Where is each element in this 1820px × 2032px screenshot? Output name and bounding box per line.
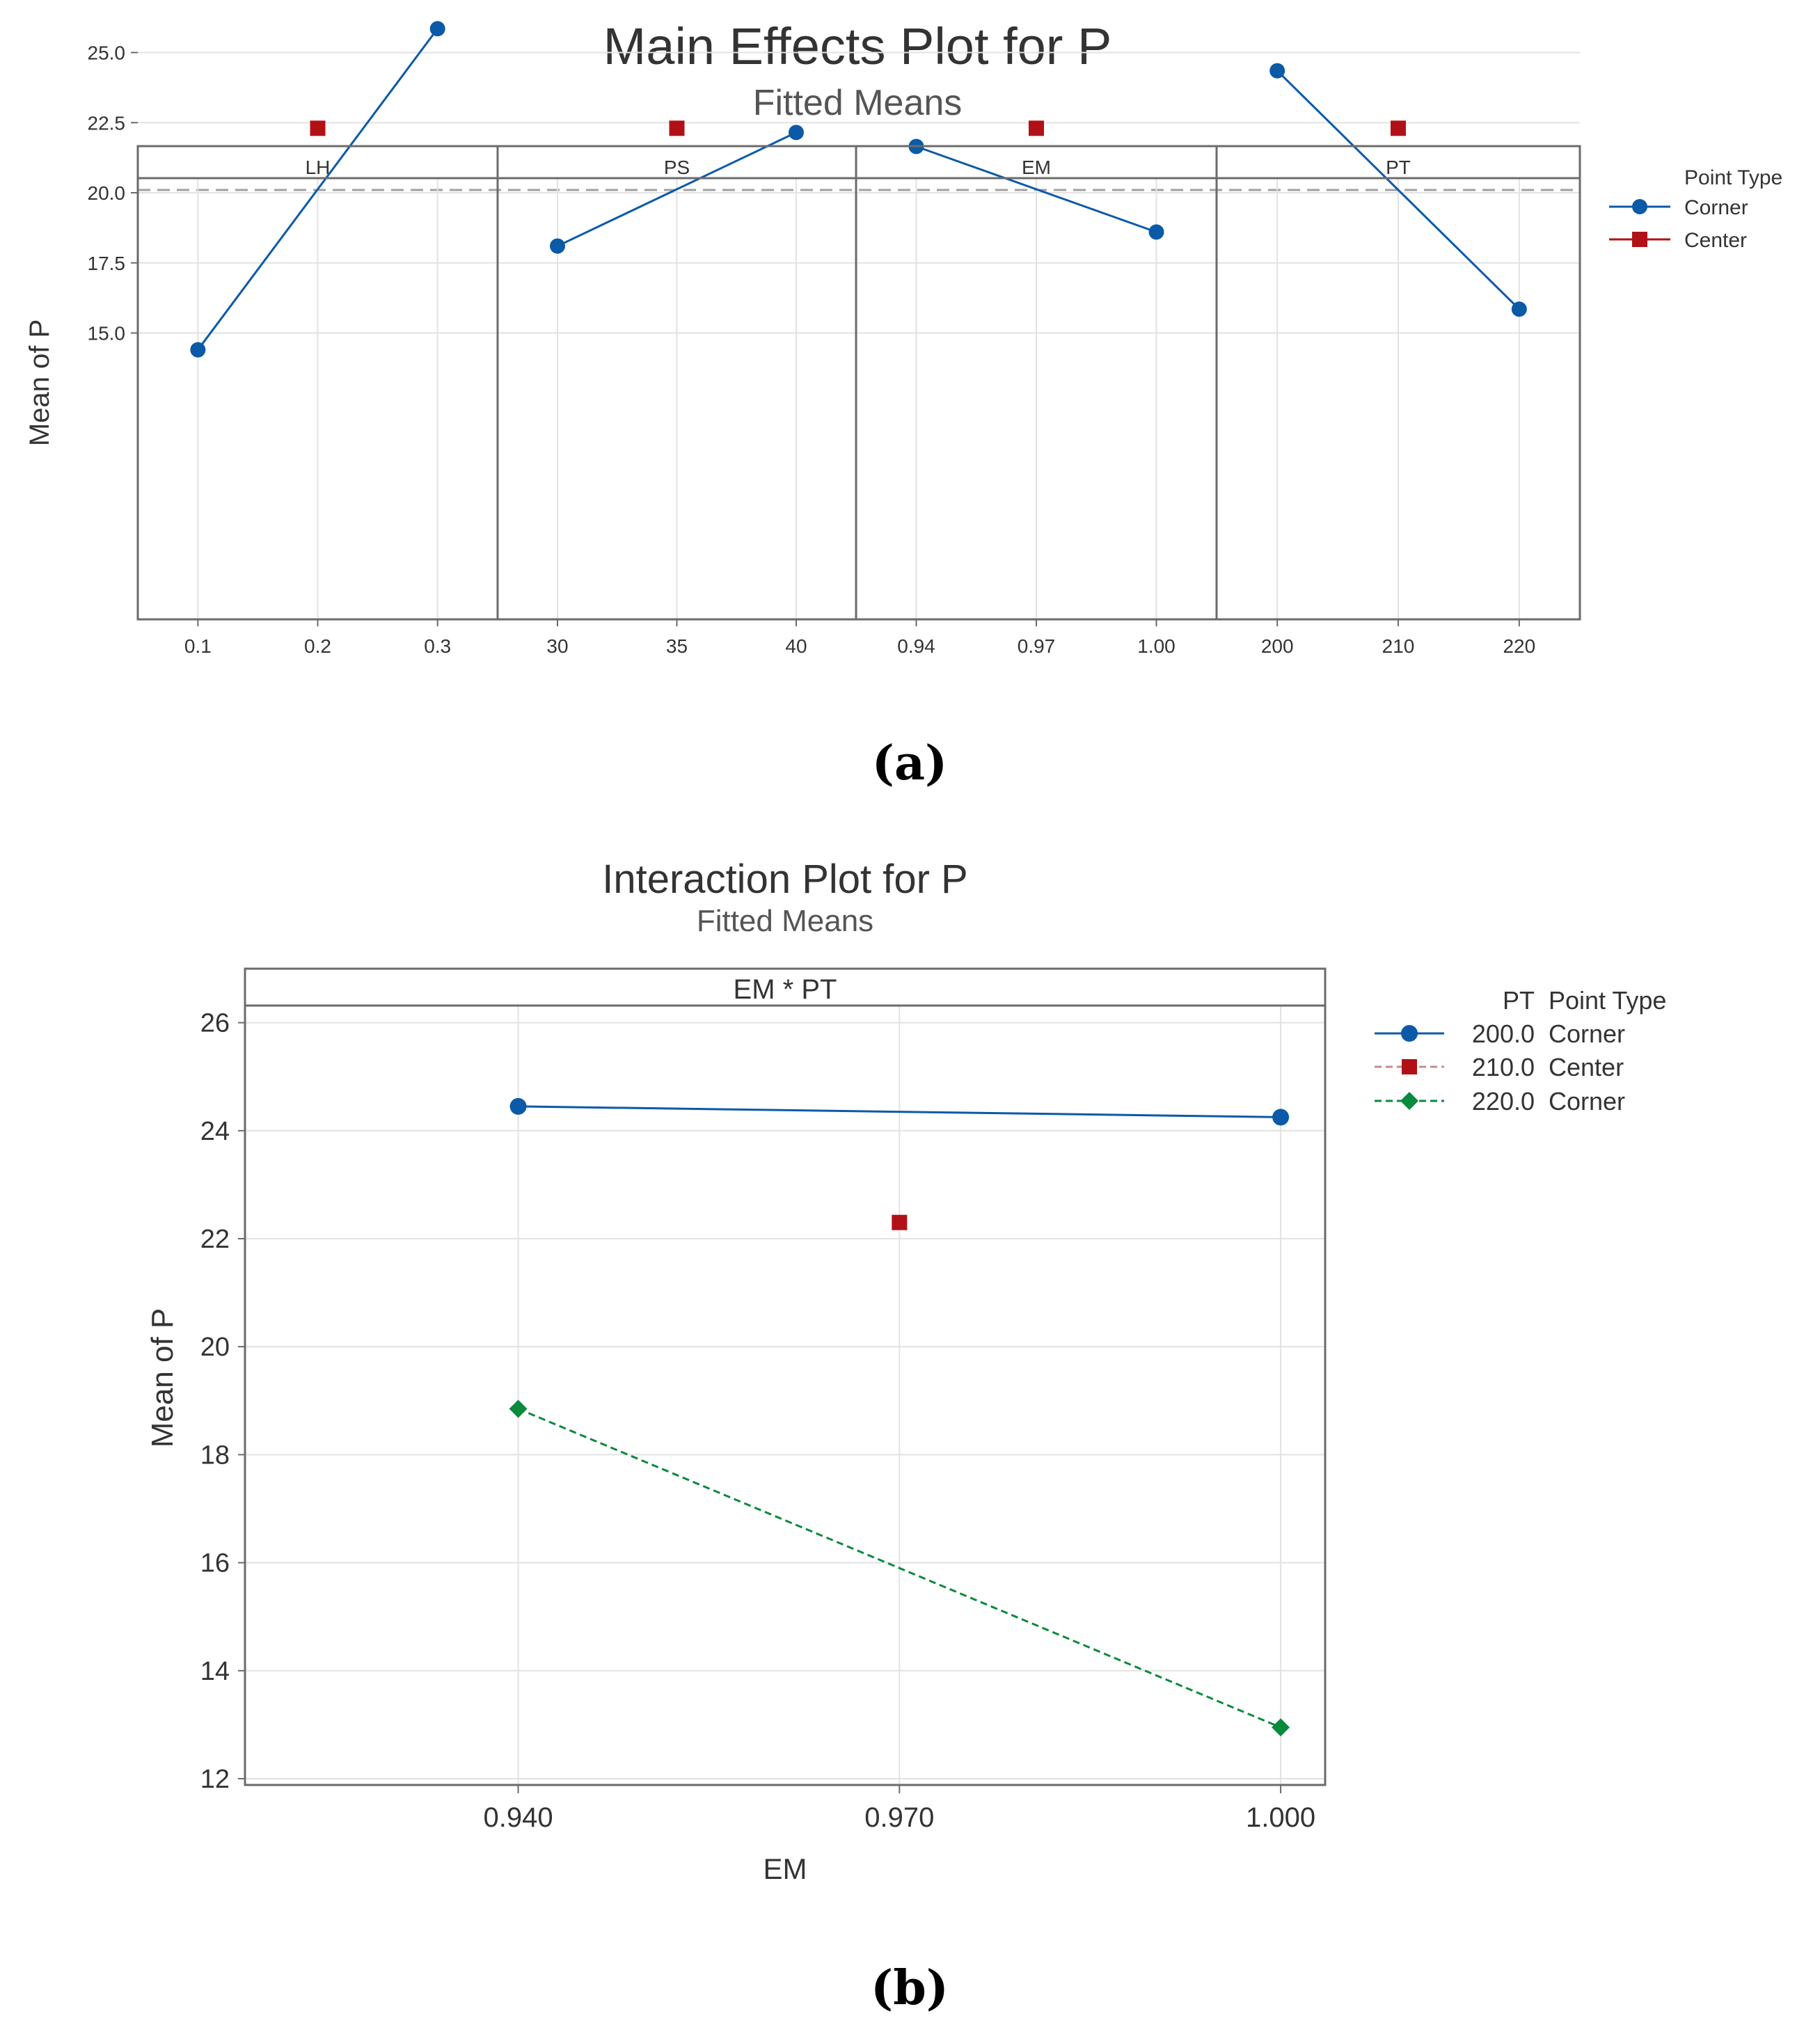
x-tick-label: 35 [666,635,688,657]
label-b: (b) [871,1960,949,2016]
panel-strip-label: EM [1022,157,1051,178]
x-tick-label: 40 [785,635,807,657]
legend-point-type: Center [1549,1053,1624,1081]
series-220-point [1272,1718,1290,1737]
legend-title-pt: PT [1503,986,1535,1015]
y-tick-label: 22.5 [88,112,126,134]
panel-strip-label: LH [306,157,331,178]
panel-strip-label: PT [1386,157,1411,178]
legend-center-marker [1632,232,1647,247]
label-a: (a) [872,736,947,791]
x-tick-label: 210 [1382,635,1415,657]
center-point [1391,120,1406,136]
y-tick-label: 22 [200,1225,230,1254]
legend-marker [1400,1092,1418,1110]
center-point [669,120,685,136]
y-tick-label: 16 [200,1549,230,1578]
corner-line [916,145,1157,233]
plot-frame [244,967,1327,1786]
legend-title: Point Type [1684,166,1782,189]
corner-point [190,342,206,358]
series-200-point [1272,1109,1290,1126]
corner-point [1269,63,1285,79]
x-tick-label: 0.3 [424,635,451,657]
legend-center-label: Center [1684,229,1747,252]
x-tick-label: 220 [1503,635,1535,657]
legend-pt-value: 200.0 [1472,1019,1535,1048]
chart-a-title: Main Effects Plot for P [603,17,1112,75]
chart-b-ylabel: Mean of P [145,1308,180,1448]
panel-strip-label: EM * PT [734,974,837,1005]
chart-b-xlabel: EM [763,1852,807,1885]
legend-pt-value: 210.0 [1472,1053,1535,1081]
y-tick-label: 12 [200,1765,230,1794]
y-tick-label: 14 [200,1657,230,1686]
series-200-point [509,1097,527,1115]
series-220-line [517,1408,1281,1729]
y-tick-label: 15.0 [88,323,126,344]
x-tick-label: 1.00 [1137,635,1176,657]
legend-point-type: Corner [1549,1019,1625,1048]
corner-line [1276,70,1520,310]
main-effects-plot: Main Effects Plot for P Fitted Means 15.0 1… [24,17,1782,657]
x-tick-label: 0.970 [864,1802,934,1833]
y-tick-label: 18 [200,1440,230,1470]
x-tick-label: 30 [546,635,568,657]
x-tick-label: 0.1 [184,635,212,657]
plot-frame [136,145,1581,621]
corner-point [550,238,566,254]
corner-line [197,28,438,351]
chart-b-title: Interaction Plot for P [602,857,967,902]
series-210-point [892,1214,908,1230]
legend-corner-marker [1632,199,1647,214]
corner-point [1148,224,1164,240]
y-tick-label: 26 [200,1009,230,1038]
corner-point [1511,301,1527,317]
series-220-point [509,1399,528,1418]
legend-marker [1401,1025,1418,1042]
y-tick-label: 24 [200,1117,230,1146]
chart-b-subtitle: Fitted Means [697,904,873,938]
corner-point [429,21,445,37]
legend-point-type: Corner [1549,1087,1625,1116]
legend-pt-value: 220.0 [1472,1087,1535,1116]
panel-strip-label: PS [664,157,690,178]
x-tick-label: 0.97 [1018,635,1056,657]
legend-title-type: Point Type [1549,986,1666,1015]
x-tick-label: 0.94 [897,635,935,657]
center-point [310,120,326,136]
x-tick-label: 1.000 [1246,1802,1315,1833]
x-tick-label: 200 [1261,635,1294,657]
chart-a-ylabel: Mean of P [24,319,55,446]
y-tick-label: 20 [200,1333,230,1362]
chart-a-subtitle: Fitted Means [753,83,963,123]
x-tick-label: 0.940 [484,1802,553,1833]
center-point [1029,120,1044,136]
x-tick-label: 0.2 [304,635,331,657]
y-tick-label: 17.5 [88,253,126,274]
legend-marker [1402,1059,1417,1074]
corner-line [557,132,797,247]
y-tick-label: 20.0 [88,182,126,204]
legend-corner-label: Corner [1684,196,1748,219]
series-200-line [518,1105,1281,1118]
corner-point [788,125,804,141]
y-tick-label: 25.0 [88,42,126,64]
